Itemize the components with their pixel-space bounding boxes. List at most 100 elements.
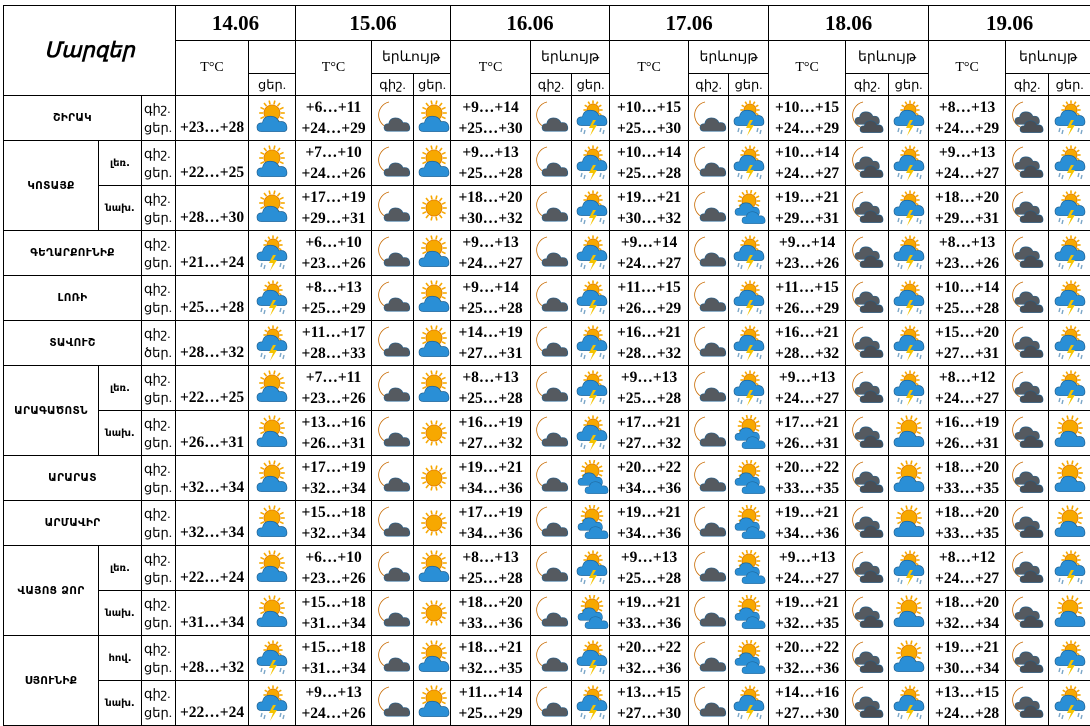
temperature-cell: +10…+14+25…+28: [610, 141, 689, 186]
night-cloudy-icon: [531, 683, 571, 723]
night-icon-cell: [689, 141, 729, 186]
night-cloudy-icon: [689, 98, 729, 138]
day-icon-cell: [1049, 456, 1090, 501]
day-temp: +27…+31: [451, 343, 530, 364]
day-temp: +24…+26: [296, 163, 371, 184]
day-temp: +29…+31: [296, 208, 371, 229]
night-temp: +9…+13: [610, 547, 688, 568]
night-cloudy-icon: [689, 503, 729, 543]
night-icon-cell: [1006, 366, 1049, 411]
temperature-cell: +6…+10+23…+26: [296, 231, 372, 276]
day-temp: +30…+34: [929, 658, 1005, 679]
day-temp: +23…+26: [929, 253, 1005, 274]
mostly-cloudy-icon: [729, 503, 769, 543]
night-icon-cell: [531, 96, 572, 141]
day-icon-cell: [729, 276, 769, 321]
night-overcast-icon: [1007, 503, 1047, 543]
night-cloudy-icon: [531, 278, 571, 318]
day-temp: +25…+28: [929, 298, 1005, 319]
sunny-icon: [414, 593, 451, 633]
night-temp: +20…+22: [769, 637, 845, 658]
day-icon-cell: [1049, 681, 1090, 726]
sunny-icon: [414, 458, 451, 498]
day-temp: +32…+34: [929, 613, 1005, 634]
temperature-cell: +9…+14+24…+27: [610, 231, 689, 276]
temperature-cell: +8…+12+24…+27: [929, 546, 1006, 591]
day-temp: +26…+29: [769, 298, 845, 319]
thunderstorm-icon: [889, 323, 929, 363]
day-icon-cell: [1049, 546, 1090, 591]
partly-cloudy-icon: [252, 368, 292, 408]
day-icon-cell: [889, 276, 929, 321]
night-temp: +10…+14: [610, 142, 688, 163]
night-header: գիշ.: [1006, 74, 1049, 96]
temperature-cell: +28…+30: [176, 186, 249, 231]
night-temp: +13…+15: [610, 682, 688, 703]
temperature-cell: +19…+21+32…+35: [769, 591, 846, 636]
sunny-icon: [414, 503, 451, 543]
temperature-cell: +9…+14+25…+30: [451, 96, 531, 141]
thunderstorm-icon: [572, 368, 610, 408]
night-temp: +9…+13: [451, 232, 530, 253]
temperature-cell: +8…+13+25…+28: [451, 366, 531, 411]
partly-cloudy-icon: [252, 503, 292, 543]
night-icon-cell: [531, 456, 572, 501]
night-overcast-icon: [847, 143, 887, 183]
partly-cloudy-icon: [414, 278, 451, 318]
thunderstorm-icon: [1050, 638, 1090, 678]
partly-cloudy-icon: [889, 413, 929, 453]
night-header: գիշ.: [846, 74, 889, 96]
night-temp: +8…+13: [929, 232, 1005, 253]
day-icon-cell: [572, 456, 610, 501]
date-header: 19.06: [929, 6, 1090, 41]
table-row: նախ.գիշ.ցեր.+26…+31+13…+16+26…+31+16…+19…: [4, 411, 1090, 456]
night-overcast-icon: [1007, 638, 1047, 678]
night-label: գիշ.: [144, 369, 175, 388]
night-temp: +7…+10: [296, 142, 371, 163]
day-icon-cell: [572, 276, 610, 321]
night-cloudy-icon: [531, 368, 571, 408]
partly-cloudy-icon: [252, 548, 292, 588]
night-temp: +15…+20: [929, 322, 1005, 343]
night-icon-cell: [372, 411, 414, 456]
night-icon-cell: [689, 636, 729, 681]
temperature-cell: +11…+14+25…+29: [451, 681, 531, 726]
temperature-cell: +10…+15+24…+29: [769, 96, 846, 141]
night-temp: +19…+21: [769, 187, 845, 208]
subregion-label: լեռ.: [99, 141, 142, 186]
night-icon-cell: [689, 591, 729, 636]
thunderstorm-icon: [1050, 188, 1090, 228]
night-day-labels: գիշ.ցեր.: [142, 501, 176, 546]
thunderstorm-icon: [889, 98, 929, 138]
night-label: գիշ.: [144, 594, 175, 613]
night-label: գիշ.: [144, 234, 175, 253]
day-temp: +27…+30: [610, 703, 688, 724]
temperature-cell: +18…+20+33…+35: [929, 456, 1006, 501]
day-temp: +34…+36: [610, 523, 688, 544]
day-temp: +25…+30: [610, 118, 688, 139]
day-temp: +24…+27: [769, 388, 845, 409]
night-cloudy-icon: [531, 233, 571, 273]
day-temp: +31…+34: [296, 613, 371, 634]
day-icon-cell: [572, 681, 610, 726]
night-icon-cell: [1006, 411, 1049, 456]
partly-cloudy-icon: [252, 98, 292, 138]
day-temp: +23…+26: [769, 253, 845, 274]
day-temp: +25…+28: [610, 388, 688, 409]
day-temp: +26…+31: [769, 433, 845, 454]
night-cloudy-icon: [689, 638, 729, 678]
day-icon-cell: [572, 411, 610, 456]
day-icon-cell: [572, 366, 610, 411]
night-icon-cell: [846, 636, 889, 681]
partly-cloudy-icon: [414, 638, 451, 678]
day-icon-cell: [889, 231, 929, 276]
night-temp: +17…+21: [769, 412, 845, 433]
night-icon-cell: [1006, 501, 1049, 546]
day-label: ցեր.: [144, 118, 175, 137]
temperature-cell: +21…+24: [176, 231, 249, 276]
temperature-cell: +15…+20+27…+31: [929, 321, 1006, 366]
table-row: նախ.գիշ.ցեր.+28…+30+17…+19+29…+31+18…+20…: [4, 186, 1090, 231]
night-overcast-icon: [847, 413, 887, 453]
